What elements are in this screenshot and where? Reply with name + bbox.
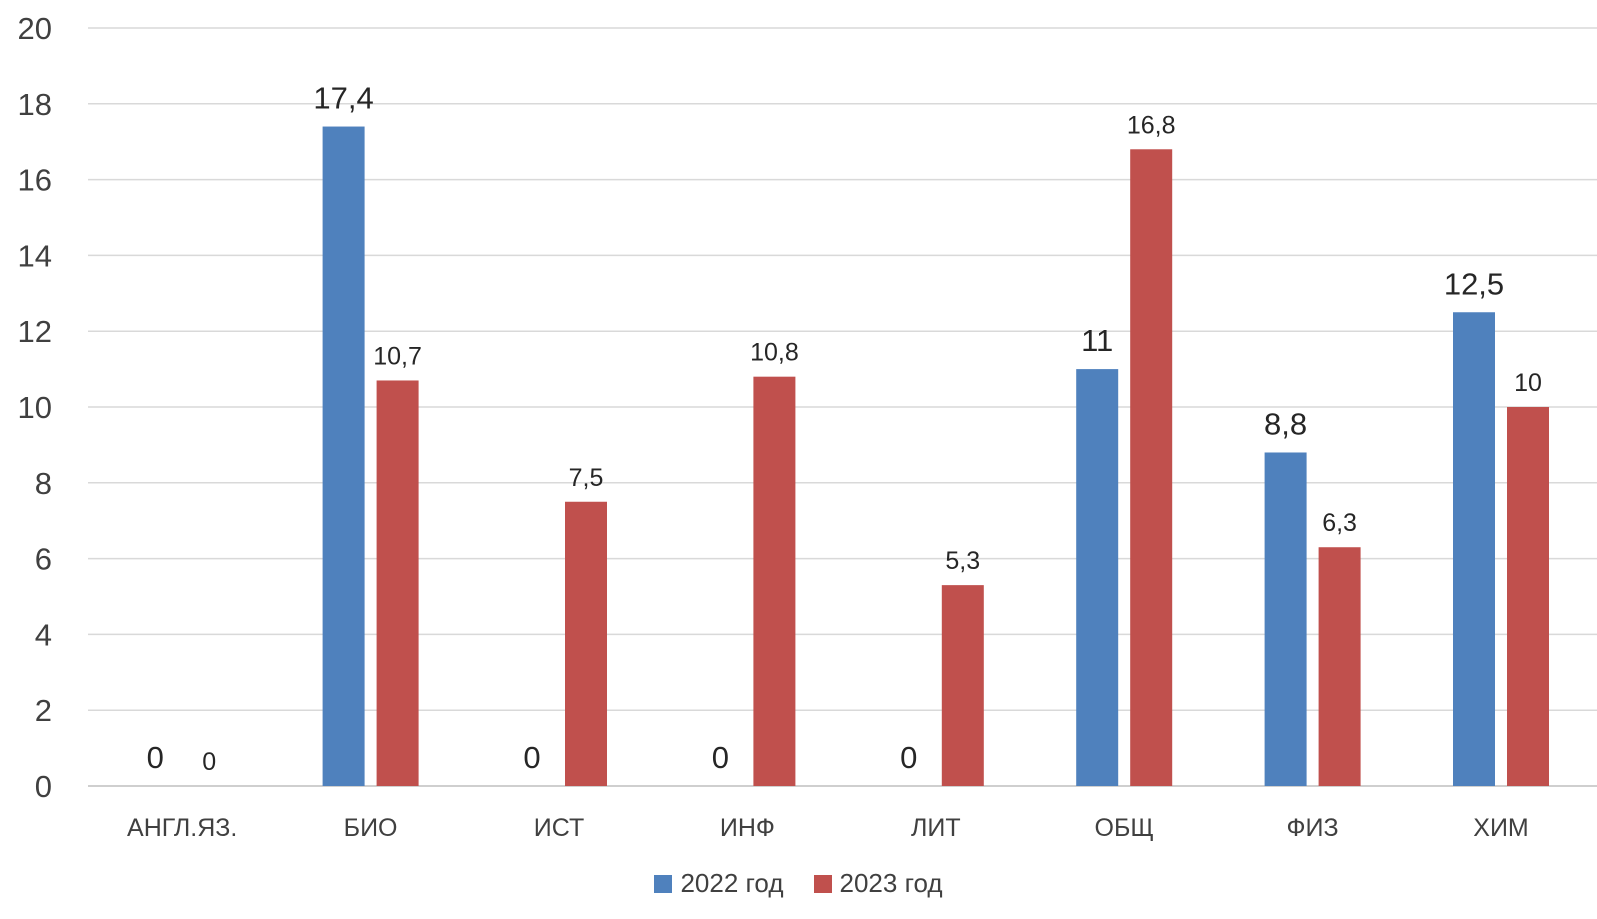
data-label: 17,4 (313, 81, 373, 116)
data-label: 10,7 (373, 342, 422, 370)
y-tick-label: 14 (18, 238, 52, 273)
data-labels: 0 0 17,4 10,7 0 7,5 0 10,8 0 5,3 11 16,8 8,8 6,3 12,5 1… (147, 81, 1542, 776)
x-tick-label: АНГЛ.ЯЗ. (127, 814, 237, 842)
bar-2022 (1264, 452, 1307, 786)
legend: 2022 год 2023 год (0, 868, 1597, 899)
bar-2023 (376, 380, 419, 786)
x-tick-label: ИСТ (534, 814, 584, 842)
bar-chart: 0 2 4 6 8 10 12 14 16 18 20 0 0 17,4 10,7 0 7,5 0 10,8 0 5,… (18, 11, 1597, 842)
bar-2023 (1507, 407, 1549, 786)
y-tick-label: 12 (18, 314, 52, 349)
bar-2023 (1318, 547, 1361, 786)
data-label: 5,3 (945, 547, 980, 575)
y-tick-label: 16 (18, 163, 52, 198)
data-label: 0 (900, 740, 917, 775)
y-axis: 0 2 4 6 8 10 12 14 16 18 20 (18, 11, 52, 804)
bar-2022 (1076, 369, 1119, 786)
legend-item-2022: 2022 год (654, 868, 784, 899)
data-label: 8,8 (1264, 406, 1307, 441)
data-label: 6,3 (1322, 509, 1357, 537)
y-tick-label: 0 (35, 769, 52, 804)
bar-2022 (322, 126, 365, 787)
grid (88, 27, 1597, 787)
y-tick-label: 8 (35, 466, 52, 501)
y-tick-label: 18 (18, 87, 52, 122)
bar-2022 (1453, 312, 1495, 786)
bar-2023 (941, 585, 984, 786)
y-tick-label: 6 (35, 542, 52, 577)
bar-2023 (1130, 149, 1173, 786)
bars (322, 126, 1549, 787)
x-axis: АНГЛ.ЯЗ. БИО ИСТ ИНФ ЛИТ ОБЩ ФИЗ ХИМ (127, 814, 1529, 842)
data-label: 10,8 (750, 339, 799, 367)
data-label: 12,5 (1444, 266, 1504, 301)
y-tick-label: 10 (18, 390, 52, 425)
legend-label-2022: 2022 год (680, 868, 784, 898)
x-tick-label: ИНФ (720, 814, 775, 842)
y-tick-label: 2 (35, 693, 52, 728)
data-label: 10 (1514, 369, 1542, 397)
bar-2023 (565, 501, 607, 786)
bar-2023 (753, 376, 796, 786)
data-label: 0 (147, 740, 164, 775)
legend-label-2023: 2023 год (839, 868, 943, 898)
x-tick-label: ЛИТ (911, 814, 961, 842)
x-tick-label: ХИМ (1473, 814, 1528, 842)
x-tick-label: ФИЗ (1287, 814, 1339, 842)
legend-swatch-2022 (654, 874, 673, 893)
x-tick-label: ОБЩ (1095, 814, 1154, 842)
data-label: 16,8 (1127, 111, 1176, 139)
data-label: 0 (202, 748, 216, 776)
data-label: 7,5 (569, 464, 604, 492)
y-tick-label: 20 (18, 11, 52, 46)
data-label: 0 (523, 740, 540, 775)
data-label: 0 (712, 740, 729, 775)
legend-item-2023: 2023 год (813, 868, 943, 899)
legend-swatch-2023 (813, 874, 832, 893)
y-tick-label: 4 (35, 617, 52, 652)
data-label: 11 (1081, 323, 1113, 358)
x-tick-label: БИО (344, 814, 398, 842)
